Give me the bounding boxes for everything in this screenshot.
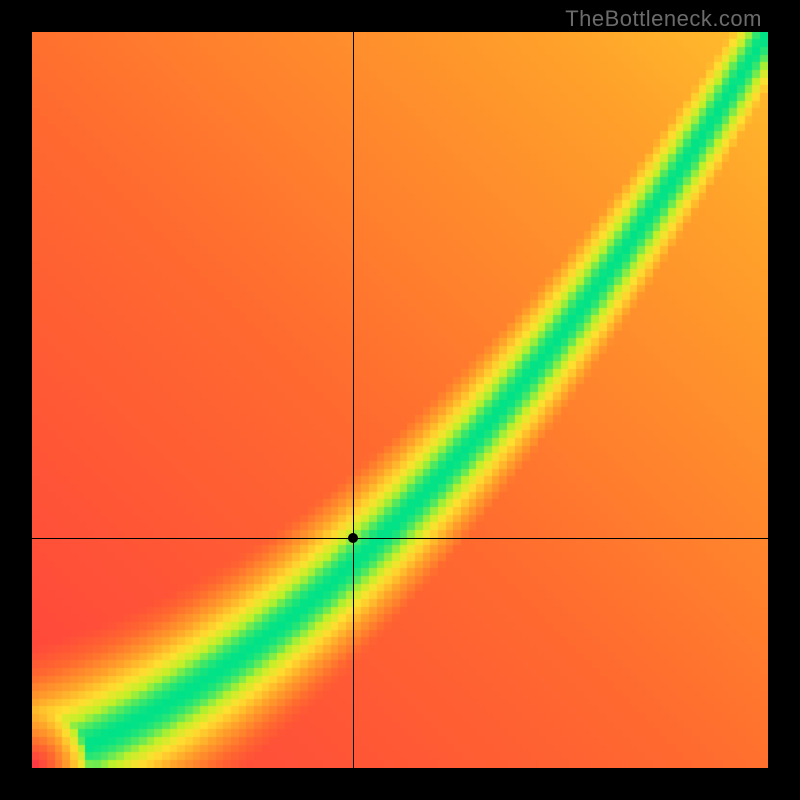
crosshair-horizontal — [32, 538, 768, 539]
bottleneck-heatmap — [32, 32, 768, 768]
watermark-text: TheBottleneck.com — [565, 6, 762, 32]
chart-container: { "watermark": "TheBottleneck.com", "cha… — [0, 0, 800, 800]
crosshair-marker — [348, 533, 358, 543]
crosshair-vertical — [353, 32, 354, 768]
